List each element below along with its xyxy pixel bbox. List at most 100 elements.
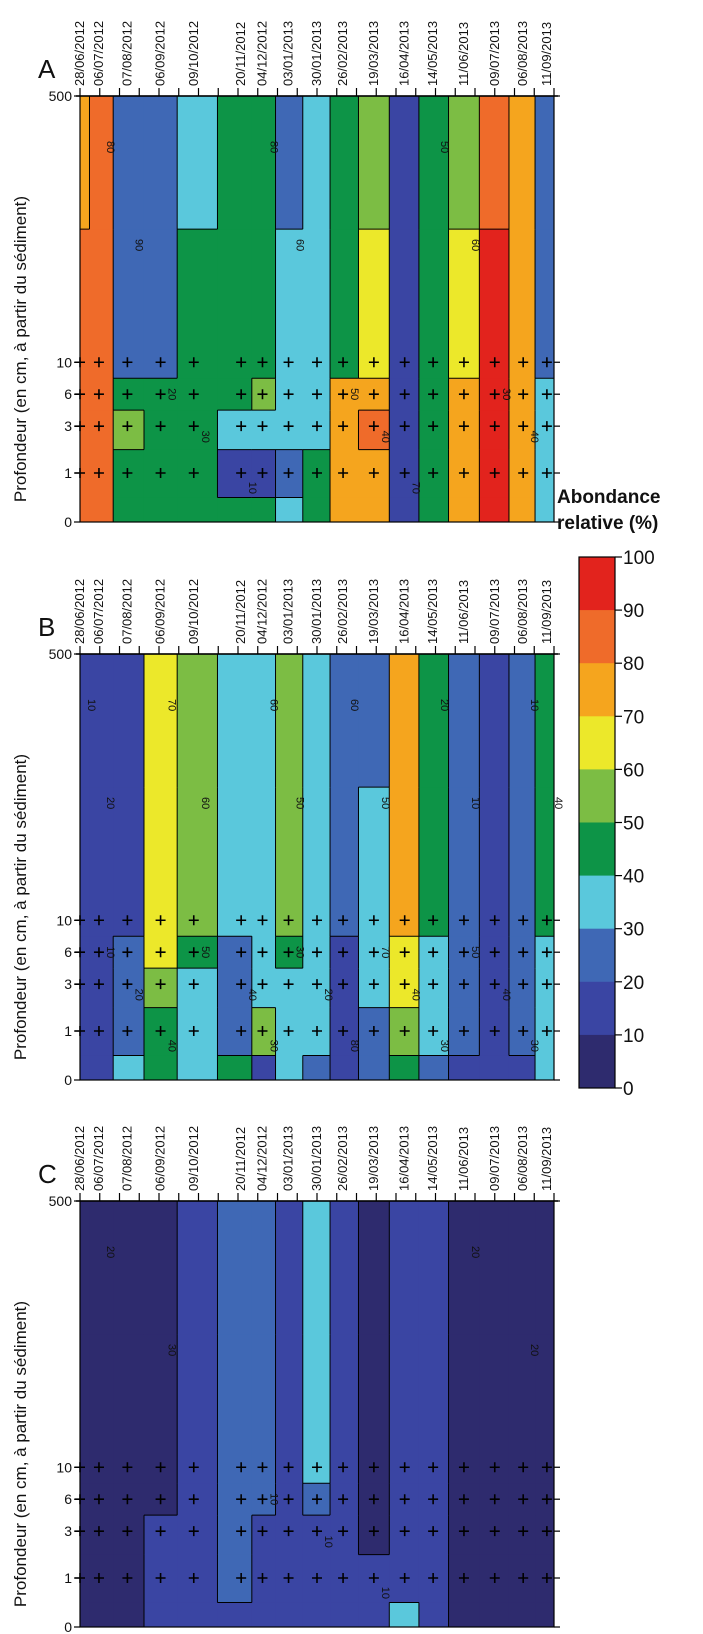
heatmap-cell bbox=[418, 787, 450, 937]
sample-marker bbox=[188, 1494, 199, 1505]
heatmap-cell bbox=[508, 1334, 536, 1484]
sample-marker bbox=[312, 389, 322, 400]
sample-marker bbox=[458, 421, 469, 432]
sample-marker bbox=[399, 1462, 410, 1473]
heatmap-cell bbox=[113, 787, 145, 937]
sample-marker bbox=[489, 1494, 500, 1505]
heatmap-cell bbox=[113, 497, 145, 522]
sample-marker bbox=[155, 421, 166, 432]
heatmap-cell bbox=[89, 1515, 114, 1556]
sample-marker bbox=[257, 915, 268, 926]
heatmap-cell bbox=[217, 1007, 253, 1057]
heatmap-cell bbox=[80, 1483, 91, 1516]
contour-label: 50 bbox=[294, 797, 306, 809]
sample-marker bbox=[283, 915, 294, 926]
heatmap-cell bbox=[418, 1334, 450, 1484]
date-tick-label: 09/10/2012 bbox=[186, 1126, 201, 1191]
heatmap-cell bbox=[251, 449, 277, 499]
heatmap-cell bbox=[508, 1007, 536, 1057]
depth-tick-label: 1 bbox=[64, 1570, 72, 1586]
heatmap-cell bbox=[535, 449, 554, 499]
depth-tick-label: 3 bbox=[64, 1523, 72, 1539]
heatmap-cell bbox=[535, 1602, 554, 1627]
colorbar-tick-label: 50 bbox=[623, 814, 644, 835]
heatmap-cell bbox=[217, 968, 253, 1009]
sample-marker bbox=[518, 947, 529, 958]
contour-label: 20 bbox=[438, 699, 450, 711]
date-tick-label: 16/04/2013 bbox=[397, 1126, 412, 1191]
heatmap-cell bbox=[275, 654, 304, 788]
contour-label: 30 bbox=[199, 431, 211, 443]
sample-marker bbox=[428, 915, 439, 926]
heatmap-cell bbox=[251, 1602, 277, 1627]
colorbar-swatch bbox=[579, 1034, 615, 1089]
heatmap-cell bbox=[535, 968, 554, 1009]
heatmap-cell bbox=[113, 1055, 145, 1080]
date-tick-label: 14/05/2013 bbox=[425, 579, 440, 644]
sample-marker bbox=[122, 1026, 133, 1037]
heatmap-cell bbox=[80, 1602, 91, 1627]
heatmap-cell bbox=[330, 449, 360, 499]
heatmap-cell bbox=[275, 1334, 304, 1484]
heatmap-cell bbox=[479, 497, 510, 522]
sample-marker bbox=[368, 468, 379, 479]
contour-label: 20 bbox=[104, 1246, 116, 1258]
colorbar-tick-label: 70 bbox=[623, 707, 644, 728]
sample-marker bbox=[312, 1026, 322, 1037]
sample-marker bbox=[541, 468, 552, 479]
sample-marker bbox=[188, 1526, 199, 1537]
date-tick-label: 19/03/2013 bbox=[366, 579, 381, 644]
depth-tick-label: 1 bbox=[64, 465, 72, 481]
heatmap-cell bbox=[358, 1602, 390, 1627]
sample-marker bbox=[458, 915, 469, 926]
sample-marker bbox=[257, 421, 268, 432]
heatmap-cell bbox=[89, 654, 114, 788]
date-tick-label: 26/02/2013 bbox=[335, 1126, 350, 1191]
sample-marker bbox=[541, 947, 552, 958]
sample-marker bbox=[518, 1462, 529, 1473]
heatmap-cell bbox=[418, 1201, 450, 1335]
sample-marker bbox=[155, 1526, 166, 1537]
colorbar-tick-label: 80 bbox=[623, 654, 644, 675]
sample-marker bbox=[489, 421, 500, 432]
date-tick-label: 14/05/2013 bbox=[425, 21, 440, 86]
heatmap-cell bbox=[389, 787, 420, 937]
contour-label: 60 bbox=[348, 699, 360, 711]
contour-label: 50 bbox=[438, 141, 450, 153]
heatmap-cell bbox=[389, 1201, 420, 1335]
heatmap-cell bbox=[80, 1554, 91, 1604]
heatmap-cell bbox=[89, 1602, 114, 1627]
heatmap-cell bbox=[389, 96, 420, 230]
sample-marker bbox=[283, 421, 294, 432]
heatmap-cell bbox=[251, 1334, 277, 1484]
sample-marker bbox=[155, 915, 166, 926]
contour-label: 40 bbox=[246, 989, 258, 1001]
heatmap-cell bbox=[448, 497, 480, 522]
heatmap-cell bbox=[302, 1334, 331, 1484]
contour-label: 20 bbox=[322, 989, 334, 1001]
sample-marker bbox=[368, 979, 379, 990]
sample-marker bbox=[283, 1462, 294, 1473]
heatmap-cell bbox=[330, 968, 360, 1009]
sample-marker bbox=[283, 1526, 294, 1537]
heatmap-cell bbox=[177, 1602, 219, 1627]
contour-label: 50 bbox=[199, 946, 211, 958]
heatmap-cell bbox=[275, 1055, 304, 1080]
colorbar-tick-label: 90 bbox=[623, 601, 644, 622]
heatmap-cell bbox=[113, 1602, 145, 1627]
panel-b: 1020102040706050403060503020806050704030… bbox=[11, 579, 564, 1088]
y-axis-label: Profondeur (en cm, à partir du sédiment) bbox=[11, 754, 30, 1060]
contour-label: 30 bbox=[500, 388, 512, 400]
heatmap-cell bbox=[275, 449, 304, 499]
sample-marker bbox=[518, 1494, 529, 1505]
sample-marker bbox=[489, 947, 500, 958]
heatmap-cell bbox=[302, 229, 331, 379]
contour-label: 30 bbox=[166, 1344, 178, 1356]
sample-marker bbox=[188, 1573, 199, 1584]
sample-marker bbox=[338, 421, 349, 432]
sample-marker bbox=[312, 1494, 322, 1505]
heatmap-cell bbox=[89, 1007, 114, 1057]
heatmap-cell bbox=[535, 96, 554, 230]
sample-marker bbox=[399, 947, 410, 958]
